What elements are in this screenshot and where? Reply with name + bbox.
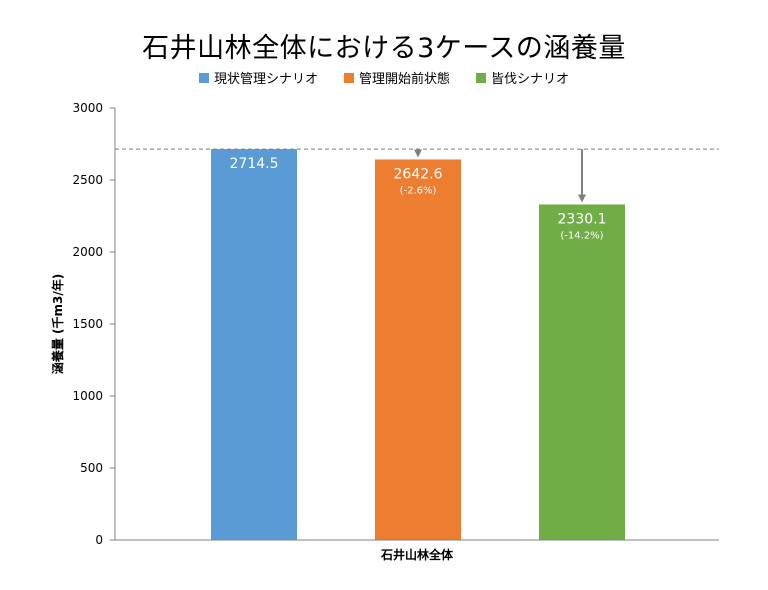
legend: 現状管理シナリオ 管理開始前状態 皆伐シナリオ (0, 68, 768, 87)
legend-label-pre-management: 管理開始前状態 (358, 72, 450, 87)
legend-swatch-pre-management (343, 72, 354, 83)
y-tick-label: 0 (95, 533, 103, 547)
bar-value-label-clearcut: 2330.1 (558, 211, 607, 227)
bar-value-label-current: 2714.5 (230, 156, 279, 172)
x-axis-title: 石井山林全体 (380, 547, 454, 562)
bar-current (211, 149, 297, 540)
y-tick-label: 500 (80, 461, 103, 475)
y-tick-label: 1500 (72, 317, 103, 331)
bar-change-label-pre-management: (-2.6%) (400, 185, 437, 196)
legend-item-clearcut: 皆伐シナリオ (476, 68, 569, 87)
y-axis-title: 涵養量 (千m3/年) (50, 274, 65, 374)
bar-change-label-clearcut: (-14.2%) (560, 230, 603, 241)
bar-clearcut (539, 204, 625, 540)
y-tick-label: 2000 (72, 245, 103, 259)
legend-label-current: 現状管理シナリオ (213, 72, 318, 87)
y-tick-label: 3000 (72, 101, 103, 115)
legend-item-current: 現状管理シナリオ (198, 68, 318, 87)
chart-title: 石井山林全体における3ケースの涵養量 (142, 33, 626, 64)
legend-item-pre-management: 管理開始前状態 (343, 68, 450, 87)
legend-swatch-clearcut (476, 72, 486, 83)
y-tick-label: 2500 (72, 173, 103, 187)
legend-label-clearcut: 皆伐シナリオ (491, 72, 570, 87)
y-tick-label: 1000 (72, 389, 103, 403)
bar-value-label-pre-management: 2642.6 (394, 166, 443, 182)
bar-pre-management (375, 159, 461, 540)
legend-swatch-current (198, 72, 209, 83)
